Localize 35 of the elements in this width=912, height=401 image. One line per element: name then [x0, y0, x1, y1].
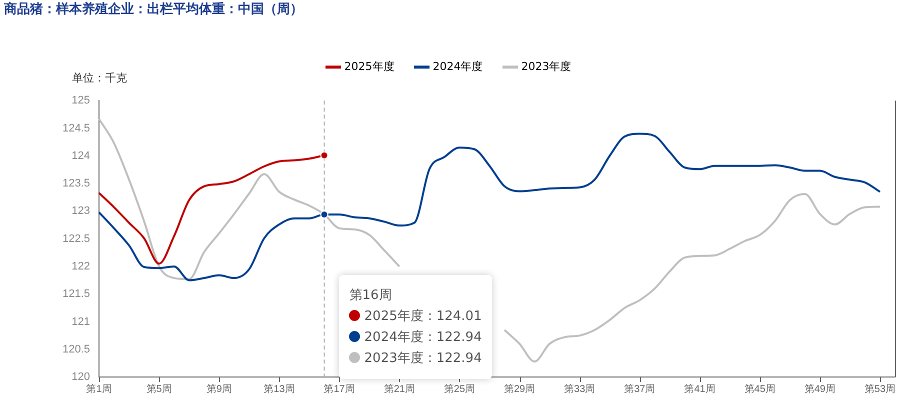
- y-tick-label: 123: [72, 205, 90, 218]
- y-axis-title: 单位：千克: [72, 71, 127, 84]
- chart-title: 商品猪：样本养殖企业：出栏平均体重：中国（周）: [3, 1, 303, 18]
- x-tick-label: 第33周: [564, 382, 596, 395]
- y-tick-label: 125: [72, 94, 90, 107]
- x-tick-label: 第25周: [444, 382, 476, 395]
- x-tick-label: 第29周: [504, 382, 536, 395]
- x-tick-label: 第5周: [146, 382, 172, 395]
- y-tick-label: 124: [72, 150, 90, 162]
- x-tick-label: 第37周: [624, 382, 656, 395]
- y-tick-label: 120: [72, 371, 90, 384]
- y-tick-label: 121: [72, 316, 90, 328]
- line-series: [98, 132, 881, 282]
- x-tick-label: 第21周: [384, 382, 415, 395]
- y-tick-label: 122.5: [62, 232, 90, 245]
- y-tick-label: 121.5: [62, 288, 90, 300]
- legend-label: 2025年度: [344, 60, 394, 73]
- annotation: 2025年度：124.01: [363, 308, 482, 326]
- x-tick-label: 第13周: [264, 382, 295, 395]
- x-tick-label: 第41周: [684, 382, 716, 395]
- tooltip-panel: 第16周 2025年度：124.01 2024年度：122.94 2023年度：122.94: [339, 275, 492, 379]
- x-tick-label: 第17周: [324, 382, 355, 395]
- x-tick-label: 第9周: [206, 382, 232, 395]
- x-tick-label: 第1周: [86, 382, 112, 395]
- y-tick-label: 122: [72, 260, 90, 272]
- legend-label: 2023年度: [521, 60, 572, 73]
- annotation: 2023年度：122.94: [363, 350, 482, 368]
- y-tick-label: 123.5: [62, 178, 90, 190]
- x-tick-label: 第45周: [744, 382, 776, 395]
- annotation: 2024年度：122.94: [363, 329, 482, 347]
- y-tick-label: 120.5: [62, 343, 90, 356]
- legend-label: 2024年度: [432, 60, 483, 73]
- x-tick-label: 第49周: [804, 382, 836, 395]
- y-tick-label: 124.5: [62, 122, 90, 134]
- x-tick-label: 第53周: [864, 382, 896, 395]
